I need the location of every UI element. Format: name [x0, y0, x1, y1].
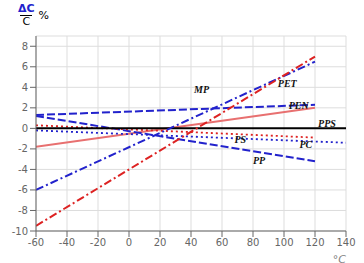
- svg-text:-6: -6: [18, 184, 28, 195]
- svg-text:100: 100: [274, 237, 293, 248]
- svg-text:-60: -60: [28, 237, 44, 248]
- svg-text:-2: -2: [18, 143, 28, 154]
- svg-text:60: 60: [216, 237, 229, 248]
- svg-text:80: 80: [247, 237, 260, 248]
- svg-text:PP: PP: [253, 155, 266, 166]
- svg-text:-4: -4: [18, 164, 28, 175]
- svg-text:-40: -40: [59, 237, 75, 248]
- svg-text:-10: -10: [12, 226, 28, 237]
- svg-text:0: 0: [22, 123, 28, 134]
- svg-text:140: 140: [336, 237, 355, 248]
- svg-text:4: 4: [22, 82, 28, 93]
- svg-text:PS: PS: [234, 134, 246, 145]
- svg-text:MP: MP: [193, 84, 210, 95]
- svg-text:8: 8: [22, 41, 28, 52]
- svg-text:0: 0: [126, 237, 132, 248]
- html-text:ΔC: ΔC: [18, 1, 35, 15]
- svg-text:-20: -20: [90, 237, 106, 248]
- html-text:C: C: [22, 14, 31, 28]
- svg-text:°C: °C: [333, 253, 347, 263]
- svg-text:PC: PC: [300, 139, 313, 150]
- svg-text:-8: -8: [18, 205, 28, 216]
- svg-text:PET: PET: [278, 78, 298, 89]
- svg-text:40: 40: [185, 237, 198, 248]
- svg-text:PEN: PEN: [289, 100, 310, 111]
- svg-text:6: 6: [22, 61, 28, 72]
- svg-text:PPS: PPS: [318, 118, 336, 129]
- svg-text:2: 2: [22, 102, 28, 113]
- svg-text:20: 20: [154, 237, 167, 248]
- svg-text:120: 120: [305, 237, 324, 248]
